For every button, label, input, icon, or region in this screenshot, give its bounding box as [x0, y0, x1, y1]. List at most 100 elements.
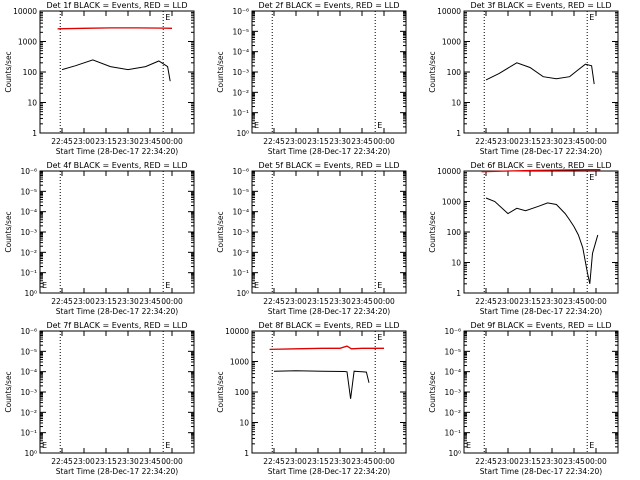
- x-axis-label: Start Time (28-Dec-17 22:34:20): [268, 467, 390, 476]
- y-tick-label: 10⁻⁵: [20, 347, 37, 356]
- y-tick-label: 10⁻⁶: [20, 327, 37, 336]
- x-tick-label: 00:00: [161, 137, 183, 146]
- x-axis-label: Start Time (28-Dec-17 22:34:20): [480, 467, 602, 476]
- y-tick-label: 10⁻³: [20, 388, 37, 397]
- x-tick-label: 23:00: [497, 137, 519, 146]
- y-tick-label: 10⁻¹: [20, 269, 37, 278]
- chart-title: Det 3f BLACK = Events, RED = LLD: [470, 1, 611, 10]
- y-tick-label: 10⁻³: [232, 68, 249, 77]
- event-marker-e: E: [589, 441, 594, 450]
- x-tick-label: 23:15: [95, 137, 117, 146]
- y-tick-label: 10000: [437, 167, 461, 176]
- y-tick-label: 10⁻⁵: [232, 187, 249, 196]
- events-series-line: [485, 62, 595, 85]
- y-tick-label: 10⁻⁵: [444, 347, 461, 356]
- y-tick-label: 10⁻⁵: [20, 187, 37, 196]
- x-tick-label: 23:15: [519, 297, 541, 306]
- event-marker-e: E: [377, 281, 382, 290]
- x-tick-label: 23:45: [351, 137, 373, 146]
- y-tick-label: 1000: [442, 198, 461, 207]
- plot-frame: [39, 170, 195, 294]
- plot-frame: [251, 10, 407, 134]
- y-tick-label: 10⁰: [236, 129, 249, 138]
- x-tick-label: 00:00: [373, 137, 395, 146]
- chart-title: Det 8f BLACK = Events, RED = LLD: [258, 321, 399, 330]
- event-marker-e: E: [165, 281, 170, 290]
- y-tick-label: 10000: [225, 327, 249, 336]
- x-tick-label: 00:00: [585, 137, 607, 146]
- x-tick-label: 23:00: [285, 297, 307, 306]
- x-tick-label: 23:00: [73, 137, 95, 146]
- y-tick-label: 10⁻²: [444, 408, 461, 417]
- y-tick-label: 10⁻¹: [232, 109, 249, 118]
- x-tick-label: 22:45: [263, 297, 285, 306]
- y-axis-label: Counts/sec: [4, 51, 13, 92]
- y-tick-label: 10⁻³: [20, 228, 37, 237]
- y-tick-label: 10⁻²: [232, 248, 249, 257]
- chart-title: Det 5f BLACK = Events, RED = LLD: [258, 161, 399, 170]
- y-tick-label: 100: [447, 228, 462, 237]
- x-tick-label: 22:45: [475, 137, 497, 146]
- x-axis-label: Start Time (28-Dec-17 22:34:20): [56, 147, 178, 156]
- x-tick-label: 00:00: [585, 457, 607, 466]
- x-tick-label: 00:00: [161, 297, 183, 306]
- chart-title: Det 6f BLACK = Events, RED = LLD: [470, 161, 611, 170]
- event-marker-e-left: E: [254, 281, 259, 290]
- x-tick-label: 22:45: [263, 137, 285, 146]
- y-axis-label: Counts/sec: [216, 211, 225, 252]
- y-tick-label: 10⁻³: [232, 228, 249, 237]
- x-axis-label: Start Time (28-Dec-17 22:34:20): [268, 147, 390, 156]
- y-tick-label: 10⁻¹: [444, 429, 461, 438]
- x-tick-label: 22:45: [475, 297, 497, 306]
- y-tick-label: 1000: [230, 358, 249, 367]
- y-tick-label: 10⁻⁶: [20, 167, 37, 176]
- x-tick-label: 23:15: [95, 457, 117, 466]
- y-tick-label: 10⁻⁶: [444, 327, 461, 336]
- plot-frame: [463, 10, 619, 134]
- x-tick-label: 00:00: [373, 457, 395, 466]
- x-tick-label: 23:00: [497, 457, 519, 466]
- event-marker-e-left: E: [466, 441, 471, 450]
- lld-series-line: [269, 345, 384, 351]
- x-tick-label: 23:00: [285, 457, 307, 466]
- plot-frame: [463, 170, 619, 294]
- x-axis-label: Start Time (28-Dec-17 22:34:20): [480, 147, 602, 156]
- x-tick-label: 23:30: [329, 297, 351, 306]
- event-marker-e: E: [589, 13, 594, 22]
- x-tick-label: 23:30: [541, 137, 563, 146]
- x-tick-label: 23:45: [351, 457, 373, 466]
- chart-panel-6: Det 6f BLACK = Events, RED = LLD 22:45 23:…: [428, 161, 619, 316]
- y-tick-label: 10: [451, 99, 461, 108]
- y-tick-label: 10: [239, 419, 249, 428]
- y-tick-label: 10⁰: [448, 449, 461, 458]
- events-series-line: [273, 370, 370, 399]
- x-tick-label: 23:45: [139, 297, 161, 306]
- y-tick-label: 1: [32, 129, 37, 138]
- x-tick-label: 22:45: [263, 457, 285, 466]
- y-tick-label: 10000: [13, 7, 37, 16]
- y-tick-label: 10⁻⁴: [232, 208, 249, 217]
- y-tick-label: 10⁰: [24, 289, 37, 298]
- x-tick-label: 23:30: [117, 457, 139, 466]
- y-tick-label: 10⁻²: [20, 248, 37, 257]
- x-axis-label: Start Time (28-Dec-17 22:34:20): [56, 307, 178, 316]
- y-tick-label: 100: [447, 68, 462, 77]
- y-tick-label: 10: [451, 259, 461, 268]
- x-tick-label: 23:30: [117, 297, 139, 306]
- plot-frame: [39, 330, 195, 454]
- plot-frame: [463, 330, 619, 454]
- x-tick-label: 23:00: [73, 297, 95, 306]
- y-tick-label: 10⁻¹: [20, 429, 37, 438]
- y-axis-label: Counts/sec: [216, 371, 225, 412]
- x-tick-label: 23:30: [329, 137, 351, 146]
- x-tick-label: 23:15: [519, 137, 541, 146]
- chart-title: Det 7f BLACK = Events, RED = LLD: [46, 321, 187, 330]
- y-tick-label: 10⁻¹: [232, 269, 249, 278]
- x-tick-label: 23:45: [563, 137, 585, 146]
